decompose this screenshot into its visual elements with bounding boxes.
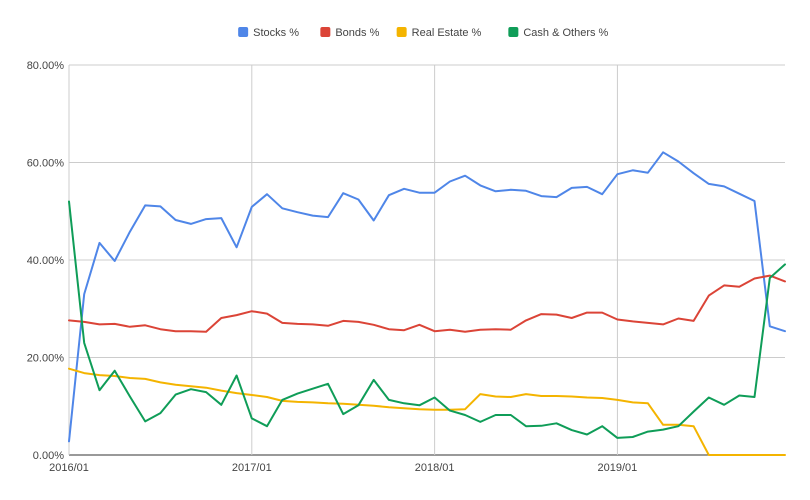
series-line-real-estate [68,367,786,456]
legend-item[interactable]: Bonds % [320,27,380,39]
x-tick-label: 2018/01 [415,462,455,474]
legend-swatch [238,27,249,37]
legend-item[interactable]: Stocks % [238,27,299,39]
x-tick-label: 2017/01 [232,462,272,474]
x-tick-label: 2016/01 [49,462,89,474]
legend-label: Stocks % [253,27,299,39]
y-tick-label: 40.00% [27,255,65,267]
y-tick-label: 0.00% [33,450,64,462]
y-tick-label: 60.00% [27,158,65,170]
series-line-cash-others [68,200,786,439]
y-tick-label: 20.00% [27,353,65,365]
grid-layer [68,64,785,456]
series-line-stocks [68,151,786,443]
legend-label: Cash & Others % [523,27,608,39]
legend-item[interactable]: Cash & Others % [508,27,609,39]
legend-swatch [396,27,407,37]
axis-layer: 0.00% 20.00% 40.00% 60.00% 80.00% 2016/01 2017… [27,60,638,474]
series-line-bonds [68,274,786,333]
legend-label: Bonds % [335,27,379,39]
legend-item[interactable]: Real Estate % [396,27,482,39]
legend-label: Real Estate % [412,27,482,39]
legend[interactable]: Stocks % Bonds % Real Estate % Cash & Other… [238,27,609,39]
series-layer [68,151,786,456]
legend-swatch [320,27,331,37]
y-tick-label: 80.00% [27,60,65,72]
legend-swatch [508,27,519,37]
x-tick-label: 2019/01 [598,462,638,474]
